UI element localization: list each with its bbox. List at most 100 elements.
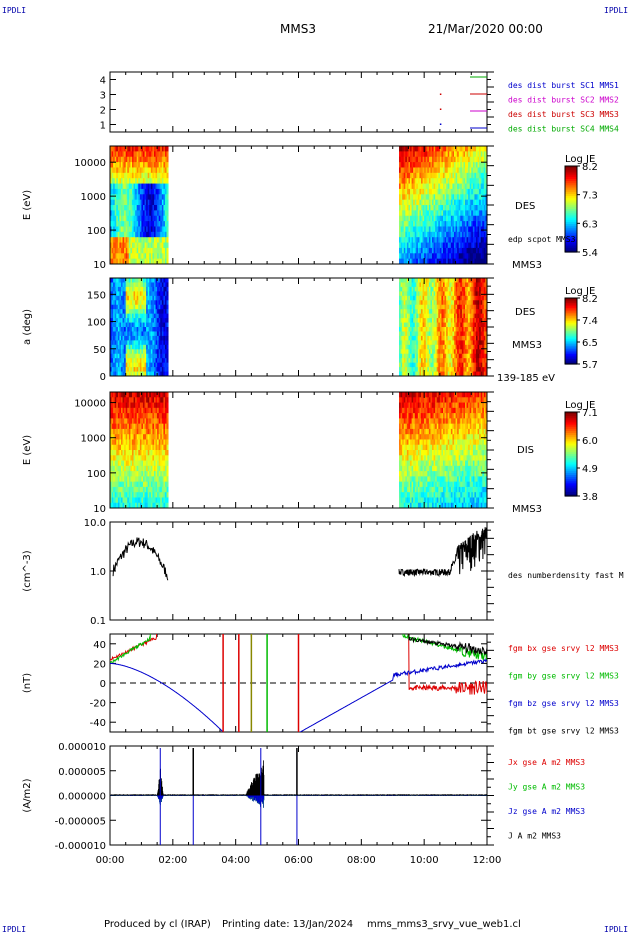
spectrogram-cell [142,413,145,419]
spectrogram-cell [425,194,428,201]
spectrogram-cell [433,322,436,328]
spectrogram-cell [119,444,122,451]
spectrogram-cell [476,237,478,243]
colorbar-cell [565,344,577,347]
spectrogram-cell [427,231,430,238]
colorbar-cell [565,302,577,306]
spectrogram-cell [454,318,456,323]
spectrogram-cell [433,286,436,292]
spectrogram-cell [139,215,142,222]
colorbar-cell [565,213,577,217]
spectrogram-cell [460,156,463,163]
spectrogram-cell [421,247,423,254]
spectrogram-cell [110,318,112,323]
spectrogram-cell [439,242,442,249]
spectrogram-cell [417,286,420,292]
spectrogram-cell [408,327,411,332]
spectrogram-cell [458,286,461,292]
spectrogram-cell [405,215,408,222]
spectrogram-cell [130,434,133,440]
spectrogram-cell [444,371,447,377]
spectrogram-cell [158,226,161,233]
spectrogram-cell [158,309,161,315]
spectrogram-cell [116,344,119,350]
spectrogram-cell [116,162,119,168]
spectrogram-cell [432,300,434,306]
spectrogram-cell [477,242,480,249]
spectrogram-cell [122,247,125,254]
spectrogram-cell [485,358,488,364]
spectrogram-cell [125,331,128,337]
spectrogram-cell [463,318,466,323]
colorbar-cell [565,354,577,357]
spectrogram-cell [439,237,442,243]
spectrogram-cell [476,335,478,341]
spectrogram-cell [114,465,117,472]
spectrogram-cell [111,502,114,509]
spectrogram-cell [147,247,150,254]
spectrogram-cell [424,188,427,195]
spectrogram-cell [471,258,474,265]
spectrogram-cell [163,367,166,372]
spectrogram-cell [482,286,485,292]
spectrogram-cell [160,162,163,168]
spectrogram-cell [457,247,460,254]
spectrogram-cell [127,247,130,254]
spectrogram-cell [458,194,461,201]
spectrogram-cell [476,282,478,288]
colorbar-cell [565,340,577,344]
legend-label: des dist burst SC3 MMS3 [508,110,619,119]
spectrogram-cell [405,199,408,206]
spectrogram-cell [410,349,412,355]
spectrogram-cell [124,167,127,174]
spectrogram-cell [458,205,461,211]
spectrogram-cell [433,167,436,174]
spectrogram-cell [454,188,456,195]
spectrogram-cell [416,258,419,265]
spectrogram-cell [439,258,442,265]
spectrogram-cell [125,183,128,190]
spectrogram-cell [479,318,482,323]
spectrogram-cell [425,151,428,158]
spectrogram-cell [443,146,445,152]
spectrogram-cell [435,286,438,292]
spectrogram-cell [133,349,136,355]
spectrogram-cell [485,221,488,227]
spectrogram-cell [142,178,145,184]
spectrogram-cell [447,188,450,195]
spectrogram-cell [119,205,122,211]
spectrogram-cell [424,242,427,249]
spectrogram-cell [438,282,441,288]
spectrogram-cell [472,221,475,227]
spectrogram-cell [476,309,478,315]
spectrogram-cell [141,231,144,238]
spectrogram-cell [163,199,166,206]
spectrogram-cell [419,367,422,372]
spectrogram-cell [422,313,425,319]
spectrogram-cell [128,231,131,238]
spectrogram-cell [436,183,439,190]
spectrogram-cell [114,215,117,222]
spectrogram-cell [155,309,158,315]
spectrogram-cell [149,221,152,227]
spectrogram-cell [149,455,152,461]
spectrogram-cell [457,199,460,206]
spectrogram-cell [164,327,167,332]
spectrogram-cell [466,221,469,227]
spectrogram-cell [399,331,402,337]
spectrogram-cell [422,322,425,328]
spectrogram-cell [131,151,134,158]
spectrogram-cell [138,146,141,152]
spectrogram-cell [144,295,147,301]
spectrogram-cell [400,258,403,265]
spectrogram-cell [477,167,480,174]
spectrogram-cell [125,344,128,350]
spectrogram-cell [482,183,485,190]
spectrogram-cell [116,313,119,319]
spectrogram-cell [430,278,433,283]
spectrogram-cell [444,327,447,332]
spectrogram-cell [413,344,416,350]
spectrogram-cell [133,392,136,398]
spectrogram-cell [144,278,147,283]
colorbar-cell [565,226,577,229]
